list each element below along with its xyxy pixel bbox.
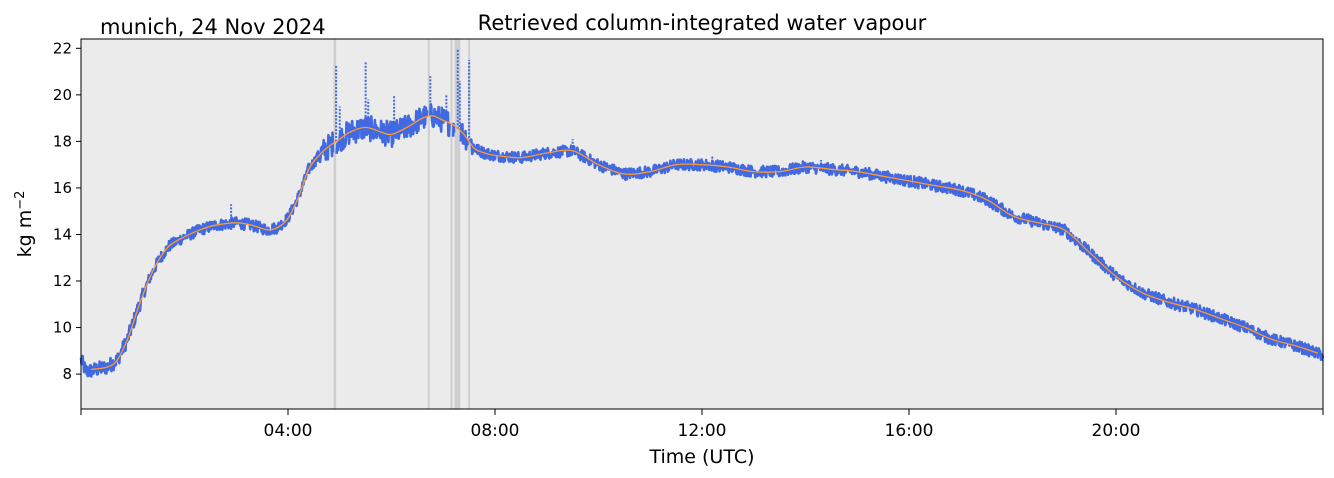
y-axis-label-main: kg m bbox=[14, 210, 36, 258]
y-tick-label: 8 bbox=[62, 365, 72, 383]
y-tick-label: 18 bbox=[53, 132, 72, 150]
y-tick-label: 22 bbox=[53, 39, 72, 57]
x-tick-label: 12:00 bbox=[678, 421, 727, 441]
gap-band bbox=[333, 39, 337, 409]
y-axis-label-exponent: −2 bbox=[13, 191, 28, 210]
plot-area-background bbox=[81, 39, 1323, 409]
y-axis-label: kg m−2 bbox=[13, 191, 36, 258]
x-tick-label: 16:00 bbox=[885, 421, 934, 441]
y-tick-label: 12 bbox=[53, 272, 72, 290]
data-gap-shading bbox=[333, 39, 471, 409]
y-tick-label: 16 bbox=[53, 179, 72, 197]
x-tick-label: 08:00 bbox=[471, 421, 520, 441]
x-tick-label: 04:00 bbox=[264, 421, 313, 441]
gap-band bbox=[450, 39, 453, 409]
smoothed-series-line bbox=[91, 115, 1319, 371]
gap-band bbox=[427, 39, 430, 409]
chart-title: Retrieved column-integrated water vapour bbox=[478, 11, 927, 35]
location-date-label: munich, 24 Nov 2024 bbox=[100, 15, 326, 39]
x-axis-ticks: 04:00 08:00 12:00 16:00 20:00 bbox=[80, 409, 1324, 441]
y-axis-ticks: 8 10 12 14 16 18 20 22 bbox=[53, 39, 81, 383]
y-tick-label: 20 bbox=[53, 86, 72, 104]
y-tick-label: 14 bbox=[53, 225, 72, 243]
x-tick-label: 20:00 bbox=[1092, 421, 1141, 441]
gap-band bbox=[468, 39, 471, 409]
gap-band bbox=[454, 39, 461, 409]
y-tick-label: 10 bbox=[53, 319, 72, 337]
smoothed-series bbox=[91, 115, 1319, 371]
x-axis-label: Time (UTC) bbox=[648, 446, 754, 468]
